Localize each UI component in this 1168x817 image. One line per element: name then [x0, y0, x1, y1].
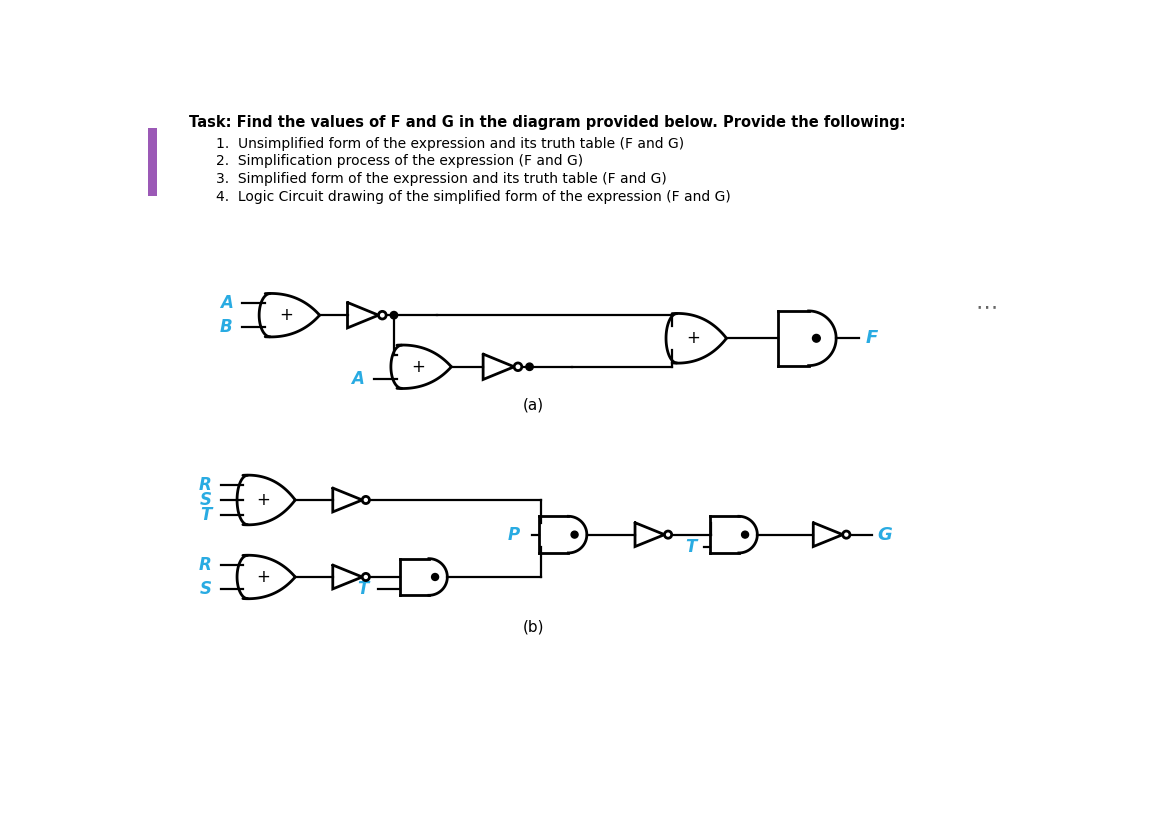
Circle shape [432, 574, 438, 580]
Circle shape [378, 311, 387, 319]
Text: (a): (a) [523, 398, 544, 413]
Text: +: + [256, 568, 270, 586]
Text: A: A [352, 370, 364, 388]
Text: G: G [878, 525, 892, 543]
Text: 3.  Simplified form of the expression and its truth table (F and G): 3. Simplified form of the expression and… [216, 172, 667, 186]
Circle shape [390, 311, 397, 319]
Text: F: F [865, 329, 878, 347]
Text: A: A [220, 294, 232, 312]
Circle shape [362, 497, 369, 503]
Text: (b): (b) [523, 619, 544, 635]
Text: T: T [357, 580, 369, 598]
Text: 4.  Logic Circuit drawing of the simplified form of the expression (F and G): 4. Logic Circuit drawing of the simplifi… [216, 190, 730, 203]
Text: +: + [279, 306, 293, 324]
Text: T: T [201, 506, 211, 524]
Text: ⋯: ⋯ [975, 297, 997, 318]
Circle shape [843, 531, 850, 538]
Circle shape [362, 574, 369, 581]
Text: T: T [686, 538, 696, 556]
Text: P: P [508, 525, 520, 543]
Text: 2.  Simplification process of the expression (F and G): 2. Simplification process of the express… [216, 154, 583, 168]
Text: S: S [200, 491, 211, 509]
Text: +: + [687, 329, 700, 347]
Text: B: B [220, 319, 232, 337]
Circle shape [813, 334, 820, 342]
Circle shape [742, 531, 749, 538]
Text: S: S [200, 579, 211, 597]
Text: 1.  Unsimplified form of the expression and its truth table (F and G): 1. Unsimplified form of the expression a… [216, 136, 684, 150]
Circle shape [571, 531, 578, 538]
Text: Task: Find the values of F and G in the diagram provided below. Provide the foll: Task: Find the values of F and G in the … [188, 115, 905, 130]
Text: +: + [411, 358, 425, 376]
Text: R: R [199, 556, 211, 574]
Circle shape [665, 531, 672, 538]
Circle shape [514, 363, 522, 371]
Text: R: R [199, 475, 211, 494]
Bar [148, 128, 157, 196]
Circle shape [526, 363, 534, 370]
Text: +: + [256, 491, 270, 509]
